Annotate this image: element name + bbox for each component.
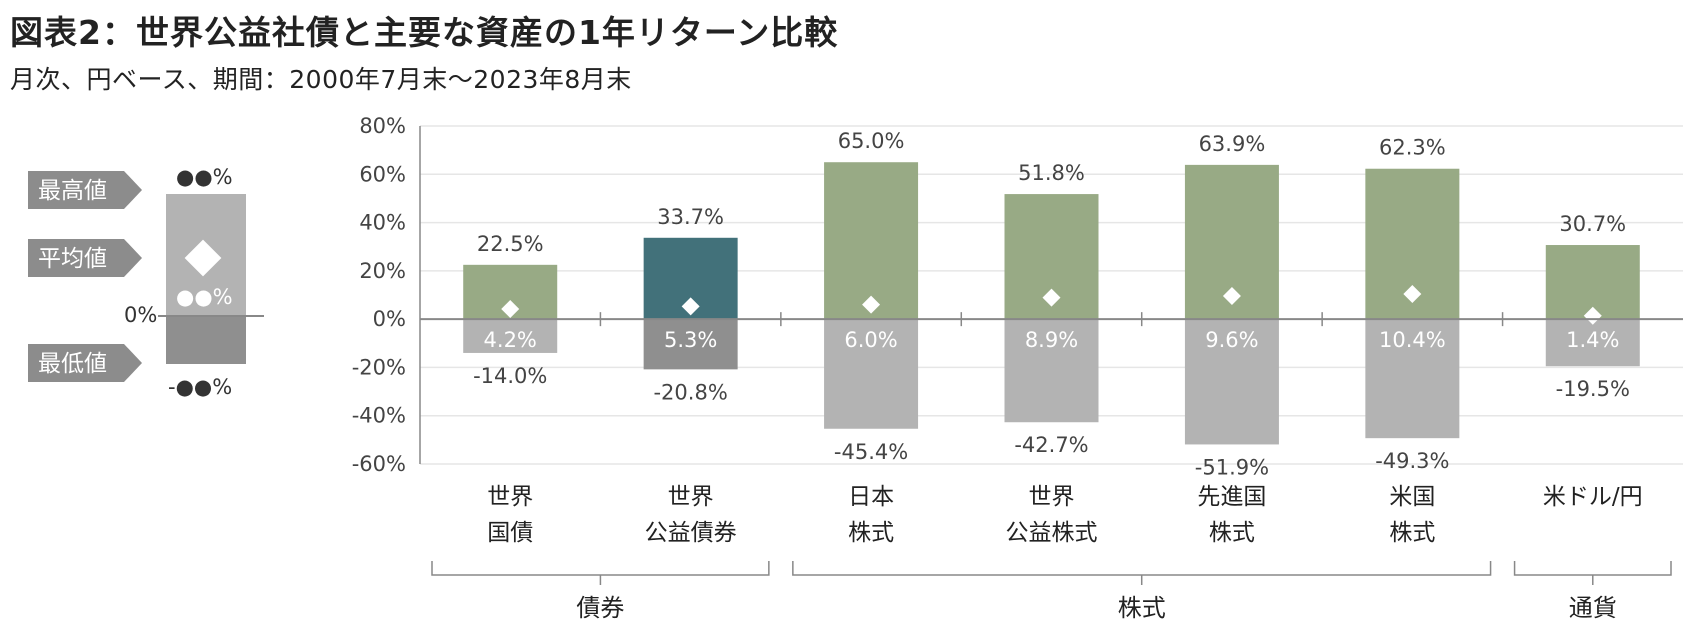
labels: 80% 60% 40% 20% 0% -20% -40% -60% 22.5% 4.2% -14.0… <box>352 114 1643 622</box>
avg-marker <box>1583 306 1602 325</box>
category-label: 株式 <box>848 520 894 546</box>
avg-marker <box>1222 286 1241 305</box>
category-label: 株式 <box>1209 520 1255 546</box>
bar-max <box>824 162 919 320</box>
min-data-label: -45.4% <box>834 440 908 464</box>
legend-avg-tag <box>28 239 142 277</box>
group-bracket <box>431 561 770 585</box>
avg-data-label: 5.3% <box>664 328 717 352</box>
avg-marker <box>1042 288 1061 307</box>
avg-data-label: 9.6% <box>1205 328 1258 352</box>
min-data-label: -14.0% <box>473 364 547 388</box>
max-data-label: 51.8% <box>1018 161 1085 185</box>
max-data-label: 65.0% <box>838 129 905 153</box>
category-label: 米ドル/円 <box>1543 484 1643 510</box>
min-data-label: -19.5% <box>1556 377 1630 401</box>
max-data-label: 22.5% <box>477 232 544 256</box>
chart-subtitle: 月次、円ベース、期間：2000年7月末～2023年8月末 <box>10 65 632 94</box>
legend-min-tag <box>28 344 142 382</box>
y-tick-label: 0% <box>373 307 406 331</box>
max-data-label: 62.3% <box>1379 136 1446 160</box>
y-tick-label: 40% <box>359 211 406 235</box>
y-tick-label: -20% <box>352 355 406 379</box>
category-label: 世界 <box>1029 484 1075 510</box>
avg-data-label: 4.2% <box>484 328 537 352</box>
legend-avg-label: 平均値 <box>38 246 107 272</box>
legend-avg-diamond <box>184 239 222 277</box>
bar-min <box>1184 319 1279 445</box>
min-data-label: -42.7% <box>1014 433 1088 457</box>
y-tick-label: 80% <box>359 114 406 138</box>
legend-max-value: ●●% <box>176 165 233 189</box>
category-label: 世界 <box>668 484 714 510</box>
legend-max-label: 最高値 <box>38 178 107 204</box>
category-label: 株式 <box>1389 520 1435 546</box>
min-data-label: -49.3% <box>1375 449 1449 473</box>
avg-marker <box>1403 285 1422 304</box>
group-label: 通貨 <box>1569 594 1617 622</box>
bar-min <box>463 319 558 353</box>
category-label: 米国 <box>1389 484 1435 510</box>
category-label: 国債 <box>487 520 533 546</box>
max-data-label: 30.7% <box>1559 212 1626 236</box>
avg-data-label: 10.4% <box>1379 328 1446 352</box>
avg-data-label: 6.0% <box>844 328 897 352</box>
chart-title: 図表2：世界公益社債と主要な資産の1年リターン比較 <box>10 13 839 52</box>
group-bracket <box>1513 561 1672 585</box>
legend-avg-value: ●●% <box>176 285 233 309</box>
legend: 最高値 平均値 最低値 ●●% ●●% -●●% 0% <box>28 165 264 399</box>
y-tick-label: -40% <box>352 404 406 428</box>
legend-negative-box <box>166 316 246 364</box>
avg-data-label: 8.9% <box>1025 328 1078 352</box>
bar-min <box>1365 319 1460 439</box>
bar-min <box>824 319 919 429</box>
min-data-label: -20.8% <box>653 380 727 404</box>
avg-data-label: 1.4% <box>1566 328 1619 352</box>
legend-max-tag <box>28 171 142 209</box>
category-label: 世界 <box>487 484 533 510</box>
category-label: 公益株式 <box>1006 520 1098 546</box>
axes <box>419 126 1683 585</box>
bars <box>463 162 1640 445</box>
bar-min <box>1545 319 1640 367</box>
legend-min-label: 最低値 <box>38 351 107 377</box>
bar-min <box>1004 319 1099 423</box>
avg-marker <box>501 300 520 319</box>
legend-zero-label: 0% <box>124 303 157 327</box>
y-tick-label: 60% <box>359 162 406 186</box>
max-data-label: 63.9% <box>1199 132 1266 156</box>
y-tick-label: -60% <box>352 452 406 476</box>
category-label: 公益債券 <box>645 520 737 546</box>
legend-min-value: -●●% <box>168 375 232 399</box>
group-label: 債券 <box>576 594 624 622</box>
category-label: 先進国 <box>1197 484 1266 510</box>
bar-min <box>643 319 738 370</box>
min-data-label: -51.9% <box>1195 455 1269 479</box>
avg-marker <box>862 295 881 314</box>
max-data-label: 33.7% <box>657 205 724 229</box>
group-label: 株式 <box>1118 594 1166 622</box>
category-label: 日本 <box>848 484 894 510</box>
y-tick-label: 20% <box>359 259 406 283</box>
group-bracket <box>792 561 1492 585</box>
avg-marker <box>681 297 700 316</box>
